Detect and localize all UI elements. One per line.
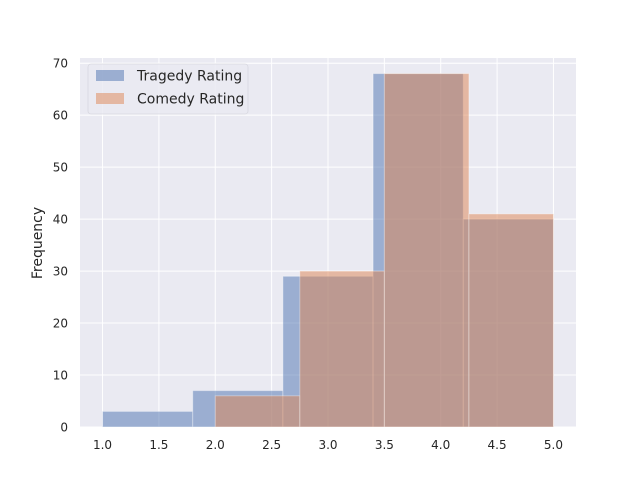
x-axis-ticks: 1.0 1.5 2.0 2.5 3.0 3.5 4.0 4.5 5.0 [93,438,563,452]
histogram-bar [214,395,301,428]
legend: Tragedy Rating Comedy Rating [87,63,249,115]
y-tick-label: 40 [53,213,68,227]
y-tick-label: 30 [53,265,68,279]
series-comedy-bars [214,73,554,428]
y-tick-label: 70 [53,57,68,71]
histogram-bar [468,213,554,428]
y-tick-label: 20 [53,317,68,331]
legend-label: Tragedy Rating [136,69,242,85]
x-tick-label: 1.0 [93,438,112,452]
legend-swatch [96,93,124,104]
x-tick-label: 3.0 [318,438,337,452]
y-tick-label: 10 [53,369,68,383]
legend-label: Comedy Rating [137,92,244,108]
y-tick-label: 50 [53,161,68,175]
y-tick-label: 0 [60,421,68,435]
histogram-bar [299,270,385,428]
y-axis-label: Frequency [30,207,46,279]
legend-frame [87,63,249,115]
histogram-bar [383,73,470,428]
y-tick-label: 60 [53,109,68,123]
x-tick-label: 4.5 [488,438,507,452]
x-tick-label: 5.0 [544,438,563,452]
histogram-bars [102,73,554,428]
legend-swatch [96,70,124,81]
histogram-bar [102,410,194,428]
x-tick-label: 2.5 [262,438,281,452]
x-tick-label: 4.0 [431,438,450,452]
y-axis-ticks: 0 10 20 30 40 50 60 70 [53,57,68,435]
x-tick-label: 1.5 [149,438,168,452]
x-tick-label: 3.5 [375,438,394,452]
x-tick-label: 2.0 [206,438,225,452]
